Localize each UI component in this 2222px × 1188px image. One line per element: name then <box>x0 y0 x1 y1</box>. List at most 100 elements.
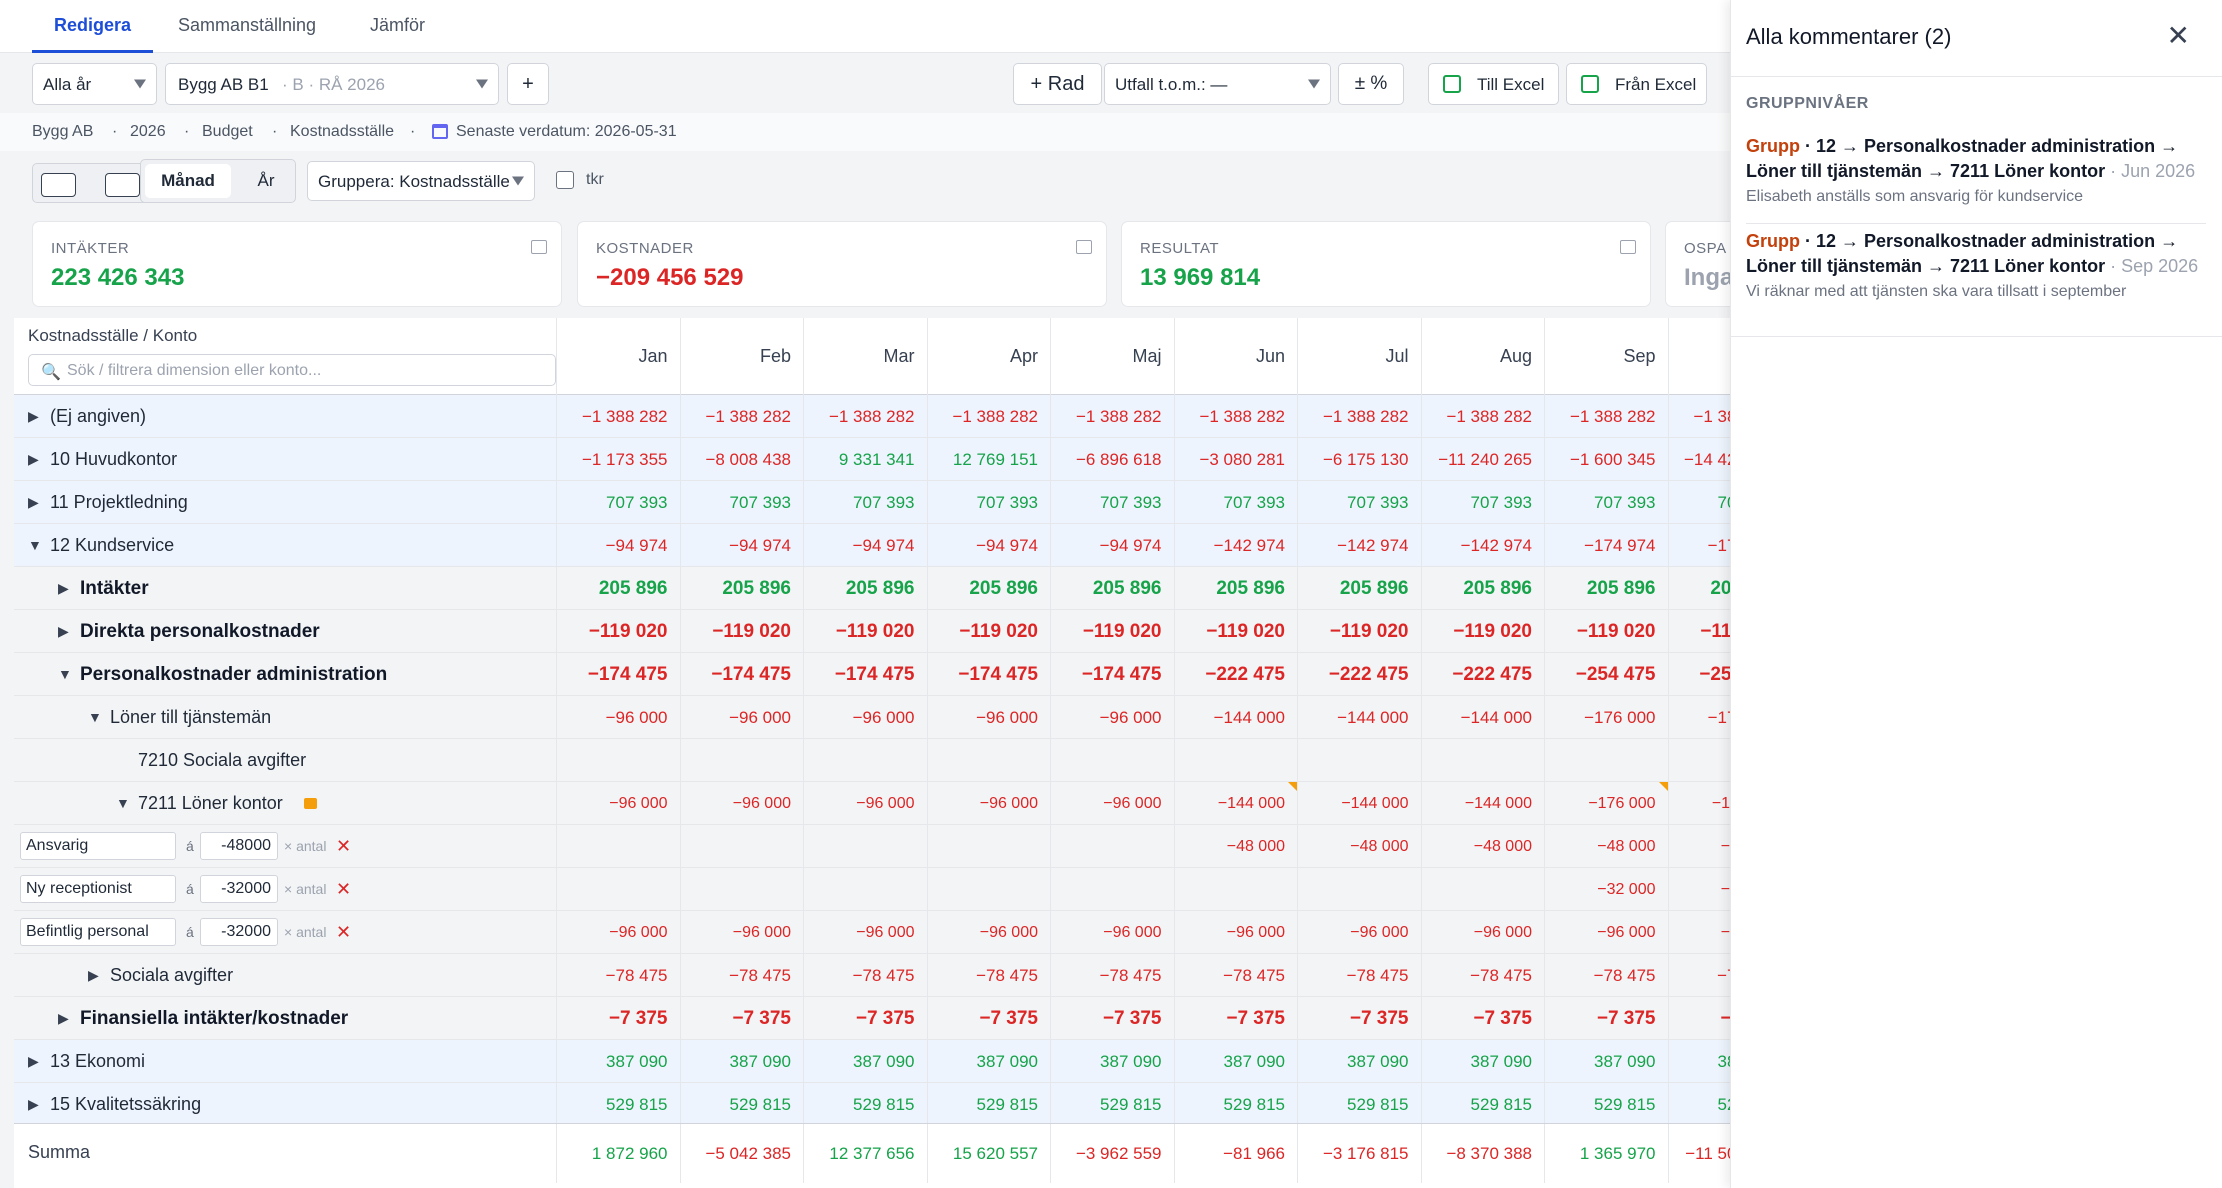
value-cell[interactable]: 205 896 <box>1173 567 1298 610</box>
expand-caret-icon[interactable]: ▶ <box>58 623 69 639</box>
expand-all-icon[interactable] <box>41 173 76 197</box>
value-cell[interactable]: 387 090 <box>1667 1040 1730 1083</box>
value-cell[interactable]: −176 000 <box>1544 782 1668 825</box>
value-cell[interactable]: −1 388 282 <box>926 395 1051 438</box>
search-input[interactable]: 🔍 Sök / filtrera dimension eller konto..… <box>28 354 556 386</box>
collapse-caret-icon[interactable]: ▼ <box>88 709 102 725</box>
year-toggle[interactable]: År <box>257 171 275 190</box>
value-cell[interactable]: −7 375 <box>926 997 1051 1040</box>
value-cell[interactable]: 387 090 <box>1050 1040 1174 1083</box>
value-cell[interactable]: −78 475 <box>1420 954 1545 997</box>
value-cell[interactable]: −1 173 355 <box>556 438 680 481</box>
value-cell[interactable]: −96 000 <box>926 911 1051 954</box>
delete-icon[interactable]: ✕ <box>336 836 352 856</box>
value-cell[interactable]: 707 393 <box>1297 481 1421 524</box>
value-cell[interactable]: 387 090 <box>679 1040 804 1083</box>
value-cell[interactable]: −174 974 <box>1544 524 1668 567</box>
amount-input[interactable]: -48000 <box>200 832 278 860</box>
value-cell[interactable]: −14 424 000 <box>1667 438 1730 481</box>
value-cell[interactable]: −1 388 282 <box>803 395 927 438</box>
month-toggle[interactable]: Månad <box>145 164 231 198</box>
value-cell[interactable]: 707 393 <box>556 481 680 524</box>
value-cell[interactable]: −119 020 <box>1420 610 1545 653</box>
plus-minus-percent-button[interactable]: ± % <box>1338 63 1404 105</box>
value-cell[interactable]: 205 896 <box>1050 567 1174 610</box>
value-cell[interactable]: −7 375 <box>679 997 804 1040</box>
expand-caret-icon[interactable]: ▶ <box>28 451 39 467</box>
value-cell[interactable]: −222 475 <box>1173 653 1298 696</box>
value-cell[interactable]: −96 000 <box>803 696 927 739</box>
value-cell[interactable]: −222 475 <box>1420 653 1545 696</box>
value-cell[interactable]: −78 475 <box>1667 954 1730 997</box>
value-cell[interactable]: −96 000 <box>1173 911 1298 954</box>
value-cell[interactable]: 529 815 <box>679 1083 804 1126</box>
value-cell[interactable]: −96 000 <box>1667 911 1730 954</box>
value-cell[interactable]: −1 388 282 <box>1297 395 1421 438</box>
value-cell[interactable]: −119 020 <box>556 610 680 653</box>
comment-icon[interactable] <box>1620 240 1636 254</box>
comment-item[interactable]: Grupp · 12 → Personalkostnader administr… <box>1746 229 2206 319</box>
value-cell[interactable]: −142 974 <box>1173 524 1298 567</box>
value-cell[interactable] <box>926 825 1051 868</box>
value-cell[interactable] <box>1420 739 1545 782</box>
value-cell[interactable] <box>803 739 927 782</box>
value-cell[interactable]: −144 000 <box>1173 696 1298 739</box>
budget-select[interactable]: Bygg AB B1 · B · RÅ 2026 <box>165 63 499 105</box>
table-row[interactable]: ▼ Löner till tjänstemän −96 000 −96 000 −96 … <box>14 696 1730 739</box>
value-cell[interactable]: 205 896 <box>1297 567 1421 610</box>
table-row[interactable]: ▶ 15 Kvalitetssäkring 529 815 529 815 529 81… <box>14 1083 1730 1126</box>
value-cell[interactable]: −7 375 <box>556 997 680 1040</box>
value-cell[interactable]: −78 475 <box>679 954 804 997</box>
table-row[interactable]: ▶ Direkta personalkostnader −119 020 −119 0… <box>14 610 1730 653</box>
tab-sammanstallning[interactable]: Sammanställning <box>178 15 317 35</box>
value-cell[interactable] <box>803 825 927 868</box>
comment-flag-icon[interactable] <box>1288 782 1297 791</box>
collapse-caret-icon[interactable]: ▼ <box>58 666 72 682</box>
value-cell[interactable] <box>1050 868 1174 911</box>
delete-icon[interactable]: ✕ <box>336 879 352 899</box>
table-row[interactable]: ▶ (Ej angiven) −1 388 282 −1 388 282 −1 388 … <box>14 395 1730 438</box>
value-cell[interactable]: 529 815 <box>556 1083 680 1126</box>
from-excel-button[interactable]: Från Excel <box>1566 63 1707 105</box>
value-cell[interactable]: −144 000 <box>1297 782 1421 825</box>
value-cell[interactable]: −78 475 <box>1173 954 1298 997</box>
value-cell[interactable]: 9 331 341 <box>803 438 927 481</box>
value-cell[interactable]: −6 175 130 <box>1297 438 1421 481</box>
value-cell[interactable]: 707 393 <box>1050 481 1174 524</box>
value-cell[interactable]: 205 896 <box>1544 567 1668 610</box>
value-cell[interactable]: −119 020 <box>803 610 927 653</box>
value-cell[interactable]: −94 974 <box>556 524 680 567</box>
value-cell[interactable]: −1 388 282 <box>1544 395 1668 438</box>
value-cell[interactable]: −96 000 <box>926 782 1051 825</box>
value-cell[interactable]: −78 475 <box>803 954 927 997</box>
value-cell[interactable]: 387 090 <box>926 1040 1051 1083</box>
value-cell[interactable]: −119 020 <box>1297 610 1421 653</box>
value-cell[interactable]: −78 475 <box>1297 954 1421 997</box>
value-cell[interactable]: −94 974 <box>679 524 804 567</box>
value-cell[interactable]: 387 090 <box>1420 1040 1545 1083</box>
value-cell[interactable] <box>1173 868 1298 911</box>
value-cell[interactable]: 12 769 151 <box>926 438 1051 481</box>
value-cell[interactable]: 529 815 <box>1050 1083 1174 1126</box>
value-cell[interactable]: 529 815 <box>1544 1083 1668 1126</box>
value-cell[interactable] <box>1420 868 1545 911</box>
value-cell[interactable] <box>556 739 680 782</box>
value-cell[interactable] <box>803 868 927 911</box>
value-cell[interactable]: −119 020 <box>1544 610 1668 653</box>
value-cell[interactable]: −96 000 <box>926 696 1051 739</box>
amount-input[interactable]: -32000 <box>200 875 278 903</box>
value-cell[interactable]: 205 896 <box>803 567 927 610</box>
value-cell[interactable]: 707 393 <box>926 481 1051 524</box>
value-cell[interactable]: −96 000 <box>803 911 927 954</box>
table-row[interactable]: ▼ Personalkostnader administration −174 47… <box>14 653 1730 696</box>
value-cell[interactable] <box>1173 739 1298 782</box>
comment-icon[interactable] <box>1076 240 1092 254</box>
table-row[interactable]: ▼ 12 Kundservice −94 974 −94 974 −94 974 −94 … <box>14 524 1730 567</box>
value-cell[interactable] <box>926 868 1051 911</box>
value-cell[interactable]: 529 815 <box>1420 1083 1545 1126</box>
value-cell[interactable]: −96 000 <box>1297 911 1421 954</box>
tkr-checkbox[interactable] <box>556 171 574 189</box>
amount-input[interactable]: -32000 <box>200 918 278 946</box>
table-row[interactable]: ▶ 13 Ekonomi 387 090 387 090 387 090 387 090 3… <box>14 1040 1730 1083</box>
value-cell[interactable]: −174 974 <box>1667 524 1730 567</box>
